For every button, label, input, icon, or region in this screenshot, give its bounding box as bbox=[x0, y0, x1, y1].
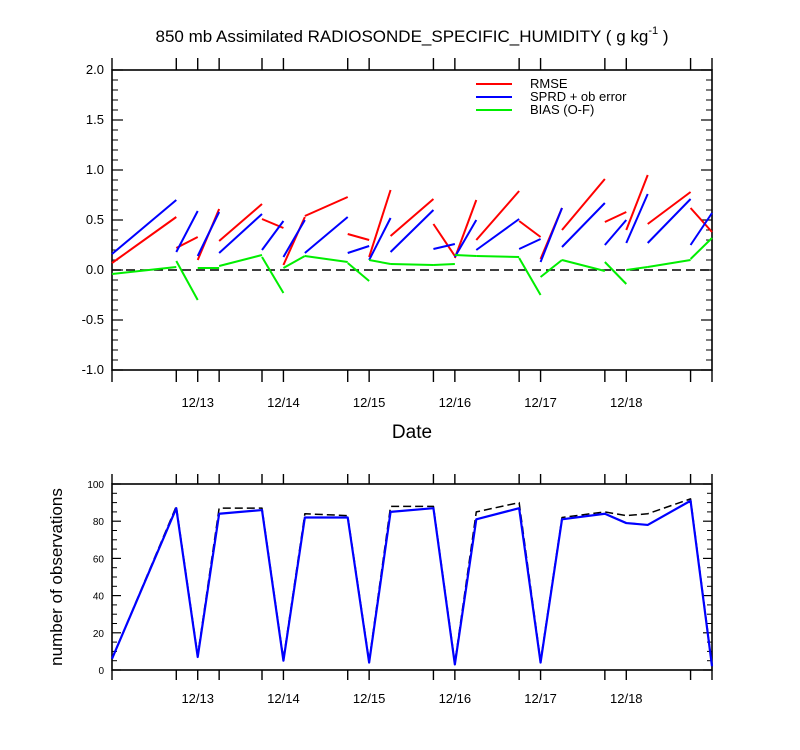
chart-title-prefix: 850 mb Assimilated RADIOSONDE_SPECIFIC_H… bbox=[156, 27, 649, 46]
series-line-segment bbox=[175, 260, 199, 301]
series-line-segment bbox=[175, 210, 199, 253]
series-line-segment bbox=[261, 220, 285, 251]
x-tick-label: 12/18 bbox=[610, 395, 643, 410]
x-tick-label: 12/13 bbox=[181, 395, 214, 410]
series-observations-assimilated bbox=[110, 499, 714, 667]
series-line-segment bbox=[476, 255, 520, 258]
series-line-segment bbox=[218, 254, 263, 267]
series-line-segment bbox=[539, 207, 563, 263]
chart-title-suffix: ) bbox=[658, 27, 668, 46]
series-line-segment bbox=[689, 207, 713, 233]
y-tick-label: 2.0 bbox=[86, 62, 104, 77]
y-tick-label: 40 bbox=[93, 592, 105, 603]
y-tick-label: 1.0 bbox=[86, 162, 104, 177]
series-line-segment bbox=[368, 217, 392, 261]
legend-label: SPRD + ob error bbox=[530, 89, 627, 104]
series-line-segment bbox=[518, 238, 541, 250]
series-line-segment bbox=[647, 191, 692, 225]
series-line-segment bbox=[347, 233, 370, 241]
series-line-segment bbox=[111, 216, 177, 264]
series-line-segment bbox=[454, 254, 477, 257]
y-tick-label: 0.5 bbox=[86, 212, 104, 227]
series-line-segment bbox=[261, 256, 285, 294]
x-tick-label: 12/16 bbox=[439, 691, 472, 706]
y-tick-label: -1.0 bbox=[82, 362, 104, 377]
series-line-segment bbox=[689, 212, 713, 246]
bottom-y-axis-label: number of observations bbox=[47, 488, 66, 666]
series-sprd-ob-error bbox=[111, 193, 713, 263]
series-line-segment bbox=[304, 196, 349, 217]
series-line-segment bbox=[111, 199, 177, 255]
x-tick-label: 12/17 bbox=[524, 395, 557, 410]
x-tick-label: 12/16 bbox=[439, 395, 472, 410]
legend-label: BIAS (O-F) bbox=[530, 102, 594, 117]
y-tick-label: 60 bbox=[93, 554, 105, 565]
series-line-segment bbox=[282, 255, 306, 269]
series-line-segment bbox=[625, 174, 649, 231]
y-tick-label: 100 bbox=[87, 480, 104, 491]
series-line-segment bbox=[518, 220, 542, 238]
bottom-panel: 0 20 40 60 80 100 12/13 12/14 12/15 12/16 12/17 12/… bbox=[87, 474, 714, 706]
series-line-segment bbox=[475, 218, 520, 251]
x-tick-label: 12/14 bbox=[267, 395, 300, 410]
y-tick-label: 1.5 bbox=[86, 112, 104, 127]
series-line-segment bbox=[111, 266, 177, 275]
series-line-segment bbox=[604, 211, 627, 223]
series-line-segment bbox=[368, 189, 392, 258]
y-tick-label: -0.5 bbox=[82, 312, 104, 327]
series-line-segment bbox=[389, 209, 435, 253]
series-line-segment bbox=[432, 223, 456, 257]
series-line-segment bbox=[646, 198, 692, 244]
series-line-segment bbox=[561, 259, 606, 272]
series-line-segment bbox=[304, 255, 348, 263]
x-tick-label: 12/14 bbox=[267, 691, 300, 706]
series-line-segment bbox=[218, 213, 263, 254]
series-line-segment bbox=[518, 257, 542, 296]
series-line-segment bbox=[304, 216, 349, 254]
series-line-segment bbox=[390, 263, 434, 266]
series-line-segment bbox=[561, 178, 606, 231]
series-line-segment bbox=[604, 219, 628, 246]
x-tick-label: 12/13 bbox=[181, 691, 214, 706]
x-tick-label: 12/15 bbox=[353, 691, 386, 706]
series-line-segment bbox=[389, 198, 435, 237]
series-line-segment bbox=[689, 237, 713, 260]
legend-label: RMSE bbox=[530, 76, 568, 91]
series-line-segment bbox=[433, 263, 455, 266]
series-line-segment bbox=[368, 259, 391, 265]
y-tick-label: 0 bbox=[98, 666, 104, 677]
series-line-segment bbox=[475, 190, 520, 241]
series-line-segment bbox=[453, 219, 478, 258]
chart-title: 850 mb Assimilated RADIOSONDE_SPECIFIC_H… bbox=[156, 25, 669, 46]
top-panel: -1.0 -0.5 0.0 0.5 1.0 1.5 2.0 12/13 12/14 12/15 12… bbox=[82, 58, 713, 410]
y-tick-label: 20 bbox=[93, 629, 105, 640]
series-line-segment bbox=[539, 259, 563, 278]
top-x-axis-label: Date bbox=[392, 422, 432, 443]
series-line-segment bbox=[647, 259, 691, 268]
series-line-segment bbox=[347, 245, 370, 254]
x-tick-label: 12/15 bbox=[353, 395, 386, 410]
series-line-segment bbox=[218, 203, 263, 242]
x-tick-label: 12/17 bbox=[524, 691, 557, 706]
series-line-segment bbox=[604, 261, 628, 285]
chart-title-exponent: -1 bbox=[648, 25, 658, 37]
series-line-segment bbox=[453, 199, 478, 259]
series-line-segment bbox=[626, 266, 648, 271]
y-tick-label: 0.0 bbox=[86, 262, 104, 277]
series-line-segment bbox=[561, 202, 606, 248]
x-tick-label: 12/18 bbox=[610, 691, 643, 706]
series-line-segment bbox=[433, 243, 456, 250]
series-line-segment bbox=[196, 211, 221, 257]
series-line-segment bbox=[282, 219, 306, 258]
series-line-segment bbox=[347, 262, 370, 282]
series-line-segment bbox=[625, 193, 649, 244]
y-tick-label: 80 bbox=[93, 517, 105, 528]
series-bias-o-f bbox=[111, 237, 713, 301]
